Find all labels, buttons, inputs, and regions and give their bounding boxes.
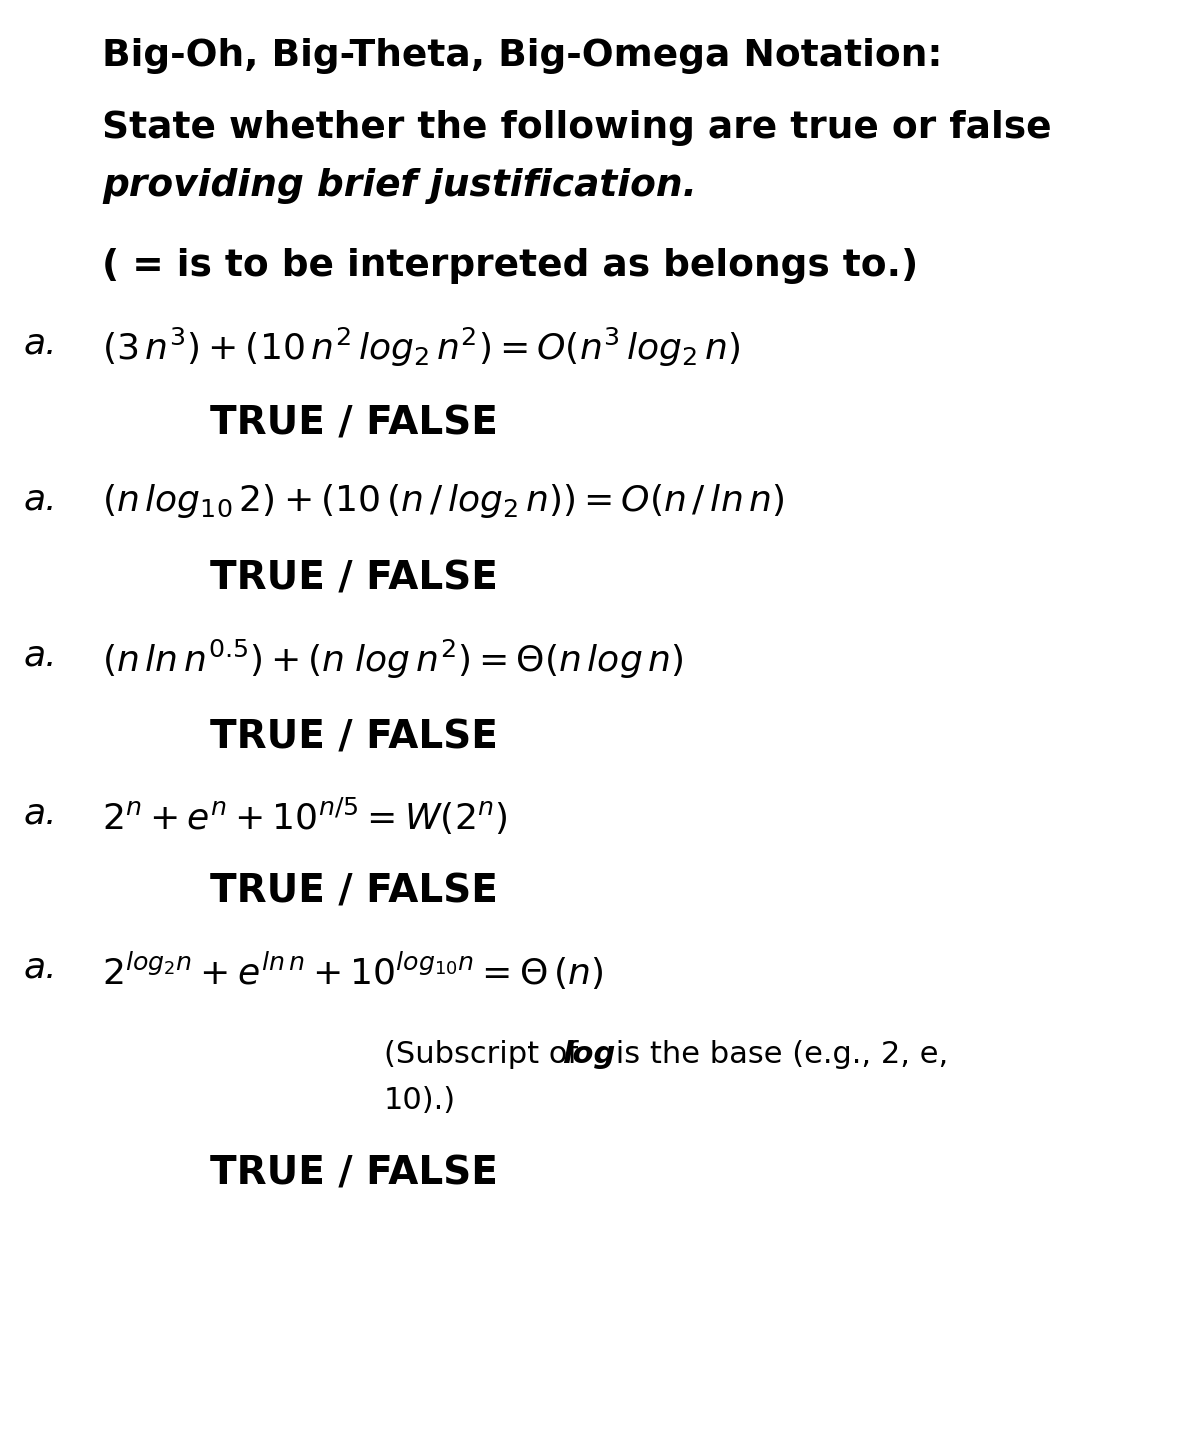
Text: a.: a. [24,326,58,360]
Text: a.: a. [24,482,58,516]
Text: State whether the following are true or false: State whether the following are true or … [102,109,1051,147]
Text: $2^n + e^n + 10^{n/5} = W(2^n)$: $2^n + e^n + 10^{n/5} = W(2^n)$ [102,797,508,837]
Text: TRUE / FALSE: TRUE / FALSE [210,1155,498,1194]
Text: $(n\,\mathit{ln}\,n^{0.5}) + (n\;\mathit{log}\,n^2) = \Theta(n\,\mathit{log}\,n): $(n\,\mathit{ln}\,n^{0.5}) + (n\;\mathit… [102,638,684,682]
Text: 10).): 10).) [384,1086,456,1114]
Text: $2^{\mathit{log}_2 n} + e^{\mathit{ln}\,n} + 10^{\mathit{log}_{10} n} = \Theta\,: $2^{\mathit{log}_2 n} + e^{\mathit{ln}\,… [102,951,604,992]
Text: TRUE / FALSE: TRUE / FALSE [210,871,498,910]
Text: a.: a. [24,638,58,672]
Text: TRUE / FALSE: TRUE / FALSE [210,718,498,756]
Text: providing brief justification.: providing brief justification. [102,168,697,204]
Text: Big-Oh, Big-Theta, Big-Omega Notation:: Big-Oh, Big-Theta, Big-Omega Notation: [102,37,942,73]
Text: ( = is to be interpreted as belongs to.): ( = is to be interpreted as belongs to.) [102,247,918,283]
Text: TRUE / FALSE: TRUE / FALSE [210,406,498,443]
Text: log: log [562,1040,614,1068]
Text: a.: a. [24,951,58,984]
Text: TRUE / FALSE: TRUE / FALSE [210,559,498,598]
Text: a.: a. [24,797,58,830]
Text: is the base (e.g., 2, e,: is the base (e.g., 2, e, [606,1040,948,1068]
Text: $(n\,\mathit{log}_{10}\,2) + (10\,(n\,/\,\mathit{log}_2\,n)) = O(n\,/\,\mathit{l: $(n\,\mathit{log}_{10}\,2) + (10\,(n\,/\… [102,482,785,521]
Text: $(3\,n^3) + (10\,n^2\,\mathit{log}_2\,n^2) = O(n^3\,\mathit{log}_2\,n)$: $(3\,n^3) + (10\,n^2\,\mathit{log}_2\,n^… [102,326,740,370]
Text: (Subscript of: (Subscript of [384,1040,588,1068]
